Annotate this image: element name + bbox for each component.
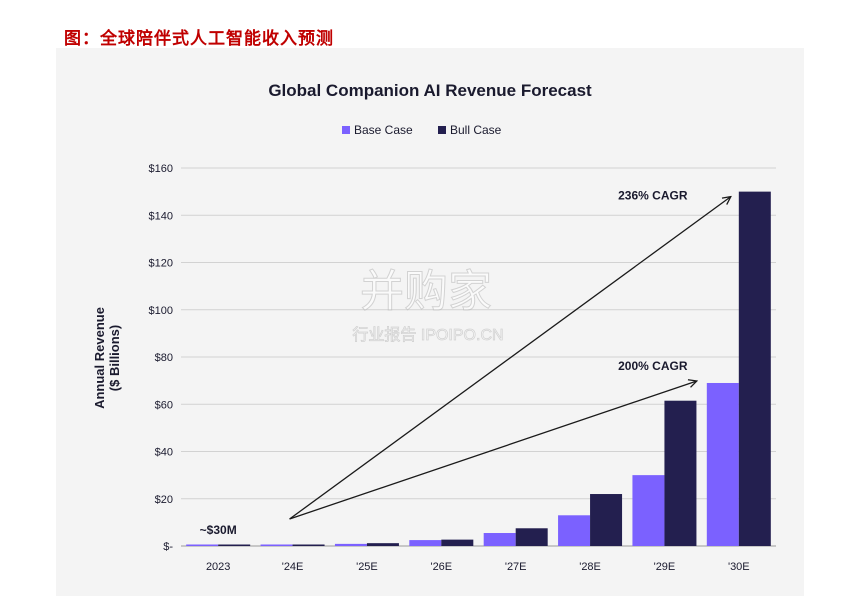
bar-bull <box>590 494 623 546</box>
bar-bull <box>292 544 325 546</box>
x-tick-label: '30E <box>728 561 750 573</box>
bar-base <box>483 533 516 546</box>
x-tick-labels: 2023 '24E '25E '26E '27E '28E '29E '30E <box>206 561 750 573</box>
y-tick-label: $140 <box>149 210 173 222</box>
bar-base <box>334 543 367 546</box>
y-tick-label: $40 <box>155 447 173 459</box>
x-tick-label: '27E <box>505 561 527 573</box>
figure-caption: 图：全球陪伴式人工智能收入预测 <box>64 29 334 49</box>
bar-bull <box>441 539 474 546</box>
legend-swatch-base <box>342 126 350 134</box>
bar-base <box>409 540 442 546</box>
watermark-main: 并购家 <box>360 267 492 316</box>
x-tick-label: 2023 <box>206 561 230 573</box>
y-tick-label: $- <box>163 541 173 553</box>
bar-base <box>186 544 219 546</box>
bar-base <box>260 544 293 546</box>
base-cagr-arrow <box>289 381 697 520</box>
y-tick-label: $20 <box>155 494 173 506</box>
x-tick-label: '29E <box>654 561 676 573</box>
x-tick-label: '28E <box>579 561 601 573</box>
legend-swatch-bull <box>438 126 446 134</box>
watermark-sub: 行业报告 IPOIPO.CN <box>352 326 503 344</box>
bar-bull <box>366 543 399 546</box>
legend-label-base: Base Case <box>354 123 413 137</box>
bar-base <box>558 515 591 546</box>
x-tick-label: '25E <box>356 561 378 573</box>
annotation-base-cagr: 200% CAGR <box>618 359 688 373</box>
chart-panel: Global Companion AI Revenue Forecast Bas… <box>56 48 804 596</box>
bar-bull <box>515 528 548 546</box>
bar-base <box>706 382 739 546</box>
y-axis-title-line1: Annual Revenue <box>92 307 107 409</box>
annotation-start-value: ~$30M <box>200 523 237 537</box>
bar-bull <box>738 191 771 546</box>
watermark: 并购家 行业报告 IPOIPO.CN <box>352 267 504 345</box>
bar-base <box>632 475 665 546</box>
bar-bull <box>664 400 697 546</box>
bull-cagr-arrow <box>289 197 731 520</box>
x-tick-label: '26E <box>430 561 452 573</box>
gridlines <box>181 167 776 547</box>
y-axis-title-line2: ($ Billions) <box>107 325 122 391</box>
bar-bull <box>218 544 251 546</box>
bars <box>186 191 771 546</box>
y-tick-label: $80 <box>155 352 173 364</box>
revenue-chart: Global Companion AI Revenue Forecast Bas… <box>92 81 776 573</box>
y-axis-title: Annual Revenue ($ Billions) <box>92 307 122 409</box>
y-tick-label: $160 <box>149 163 173 175</box>
y-tick-labels: $- $20 $40 $60 $80 $100 $120 $140 $160 <box>149 163 174 553</box>
annotation-bull-cagr: 236% CAGR <box>618 189 688 203</box>
annotations: ~$30M 236% CAGR 200% CAGR <box>200 189 731 537</box>
legend-label-bull: Bull Case <box>450 123 502 137</box>
y-tick-label: $120 <box>149 258 173 270</box>
y-tick-label: $100 <box>149 305 173 317</box>
chart-title: Global Companion AI Revenue Forecast <box>268 81 592 100</box>
x-tick-label: '24E <box>282 561 304 573</box>
legend: Base Case Bull Case <box>342 123 502 137</box>
y-tick-label: $60 <box>155 399 173 411</box>
